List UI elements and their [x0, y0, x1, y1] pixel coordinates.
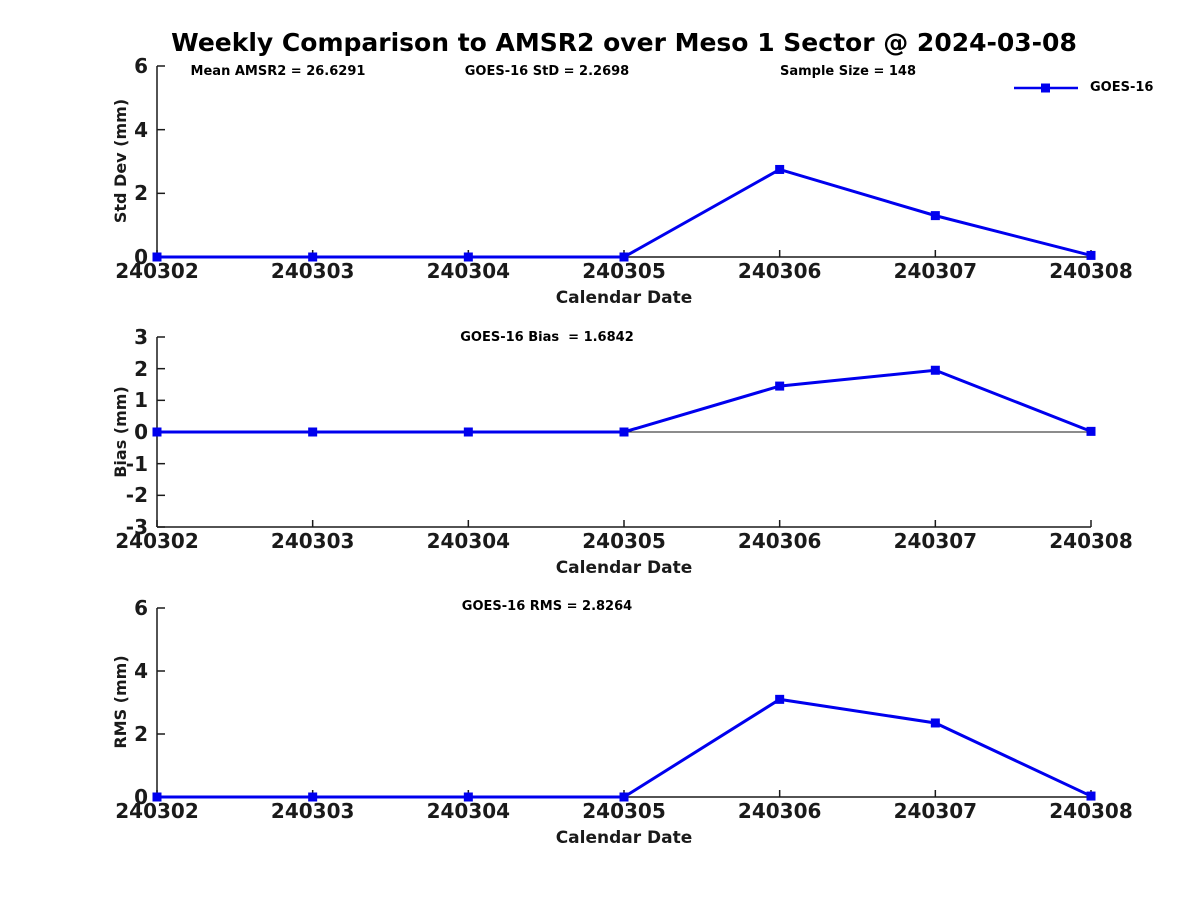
data-point-marker [308, 792, 318, 802]
x-tick-label: 240306 [737, 529, 822, 553]
data-point-marker [463, 427, 473, 437]
y-tick-label: 6 [134, 54, 148, 78]
y-tick-label: 2 [134, 722, 148, 746]
y-tick-label: -2 [125, 483, 148, 508]
data-series-line [157, 167, 1092, 259]
data-point-marker [930, 211, 940, 221]
data-point-marker [1086, 426, 1096, 436]
x-tick-label: 240304 [426, 259, 511, 283]
x-tick-label: 240308 [1049, 529, 1133, 553]
y-axis-label-stddev: Std Dev (mm) [111, 98, 130, 224]
stat-annotation-bias: GOES-16 Bias = 1.6842 [460, 330, 634, 345]
x-tick-label: 240308 [1049, 799, 1133, 823]
data-point-marker [775, 694, 785, 704]
data-point-marker [463, 792, 473, 802]
stat-annotation-mean: Mean AMSR2 = 26.6291 [190, 64, 366, 79]
data-point-marker [152, 427, 162, 437]
y-tick-label: 0 [134, 420, 148, 444]
x-tick-label: 240302 [115, 799, 199, 823]
y-tick-label: 3 [134, 325, 148, 349]
stat-annotation-samples: Sample Size = 148 [779, 64, 917, 79]
y-tick-label: 4 [134, 117, 148, 142]
data-point-marker [1086, 791, 1096, 801]
x-tick-label: 240305 [582, 259, 666, 283]
x-axis-label-1: Calendar Date [555, 288, 693, 308]
legend: GOES-16 [1012, 80, 1153, 95]
x-axis-label-2: Calendar Date [555, 558, 693, 578]
x-tick-label: 240307 [893, 529, 978, 553]
stat-annotation-std: GOES-16 StD = 2.2698 [464, 64, 630, 79]
x-tick-label: 240304 [426, 799, 511, 823]
data-point-marker [308, 252, 318, 262]
x-axis-label-3: Calendar Date [555, 828, 693, 848]
legend-series-label: GOES-16 [1090, 80, 1154, 95]
y-tick-label: 2 [134, 181, 148, 206]
x-tick-label: 240306 [737, 799, 822, 823]
data-point-marker [775, 381, 785, 391]
y-tick-label: 2 [134, 356, 148, 381]
x-tick-label: 240308 [1049, 259, 1133, 283]
data-point-marker [152, 252, 162, 262]
y-tick-label: 6 [134, 596, 148, 620]
x-tick-label: 240306 [737, 259, 822, 283]
x-tick-label: 240307 [893, 799, 978, 823]
data-point-marker [930, 365, 940, 375]
legend-line-marker-icon [1014, 83, 1078, 92]
y-tick-label: 0 [134, 245, 148, 269]
y-tick-label: 1 [134, 388, 148, 413]
data-point-marker [775, 164, 785, 174]
x-tick-label: 240305 [582, 799, 666, 823]
data-series-line [157, 697, 1092, 799]
x-tick-label: 240303 [270, 529, 355, 553]
data-point-marker [930, 718, 940, 728]
data-point-marker [619, 427, 629, 437]
data-series-line [157, 368, 1092, 434]
y-tick-label: -1 [125, 451, 148, 476]
x-tick-label: 240304 [426, 529, 511, 553]
stat-annotation-rms: GOES-16 RMS = 2.8264 [461, 599, 633, 614]
x-tick-label: 240307 [893, 259, 978, 283]
x-tick-label: 240302 [115, 259, 199, 283]
data-point-marker [1086, 250, 1096, 260]
x-tick-label: 240302 [115, 529, 199, 553]
x-tick-label: 240303 [270, 799, 355, 823]
y-tick-label: -3 [125, 515, 148, 539]
chart-title: Weekly Comparison to AMSR2 over Meso 1 S… [171, 28, 1077, 57]
y-tick-label: 4 [134, 659, 148, 683]
y-axis-label-rms: RMS (mm) [111, 655, 130, 749]
y-tick-label: 0 [134, 785, 148, 809]
data-point-marker [152, 792, 162, 802]
data-point-marker [619, 252, 629, 262]
x-tick-label: 240305 [582, 529, 666, 553]
data-point-marker [619, 792, 629, 802]
x-tick-label: 240303 [270, 259, 355, 283]
data-point-marker [308, 427, 318, 437]
data-point-marker [463, 252, 473, 262]
